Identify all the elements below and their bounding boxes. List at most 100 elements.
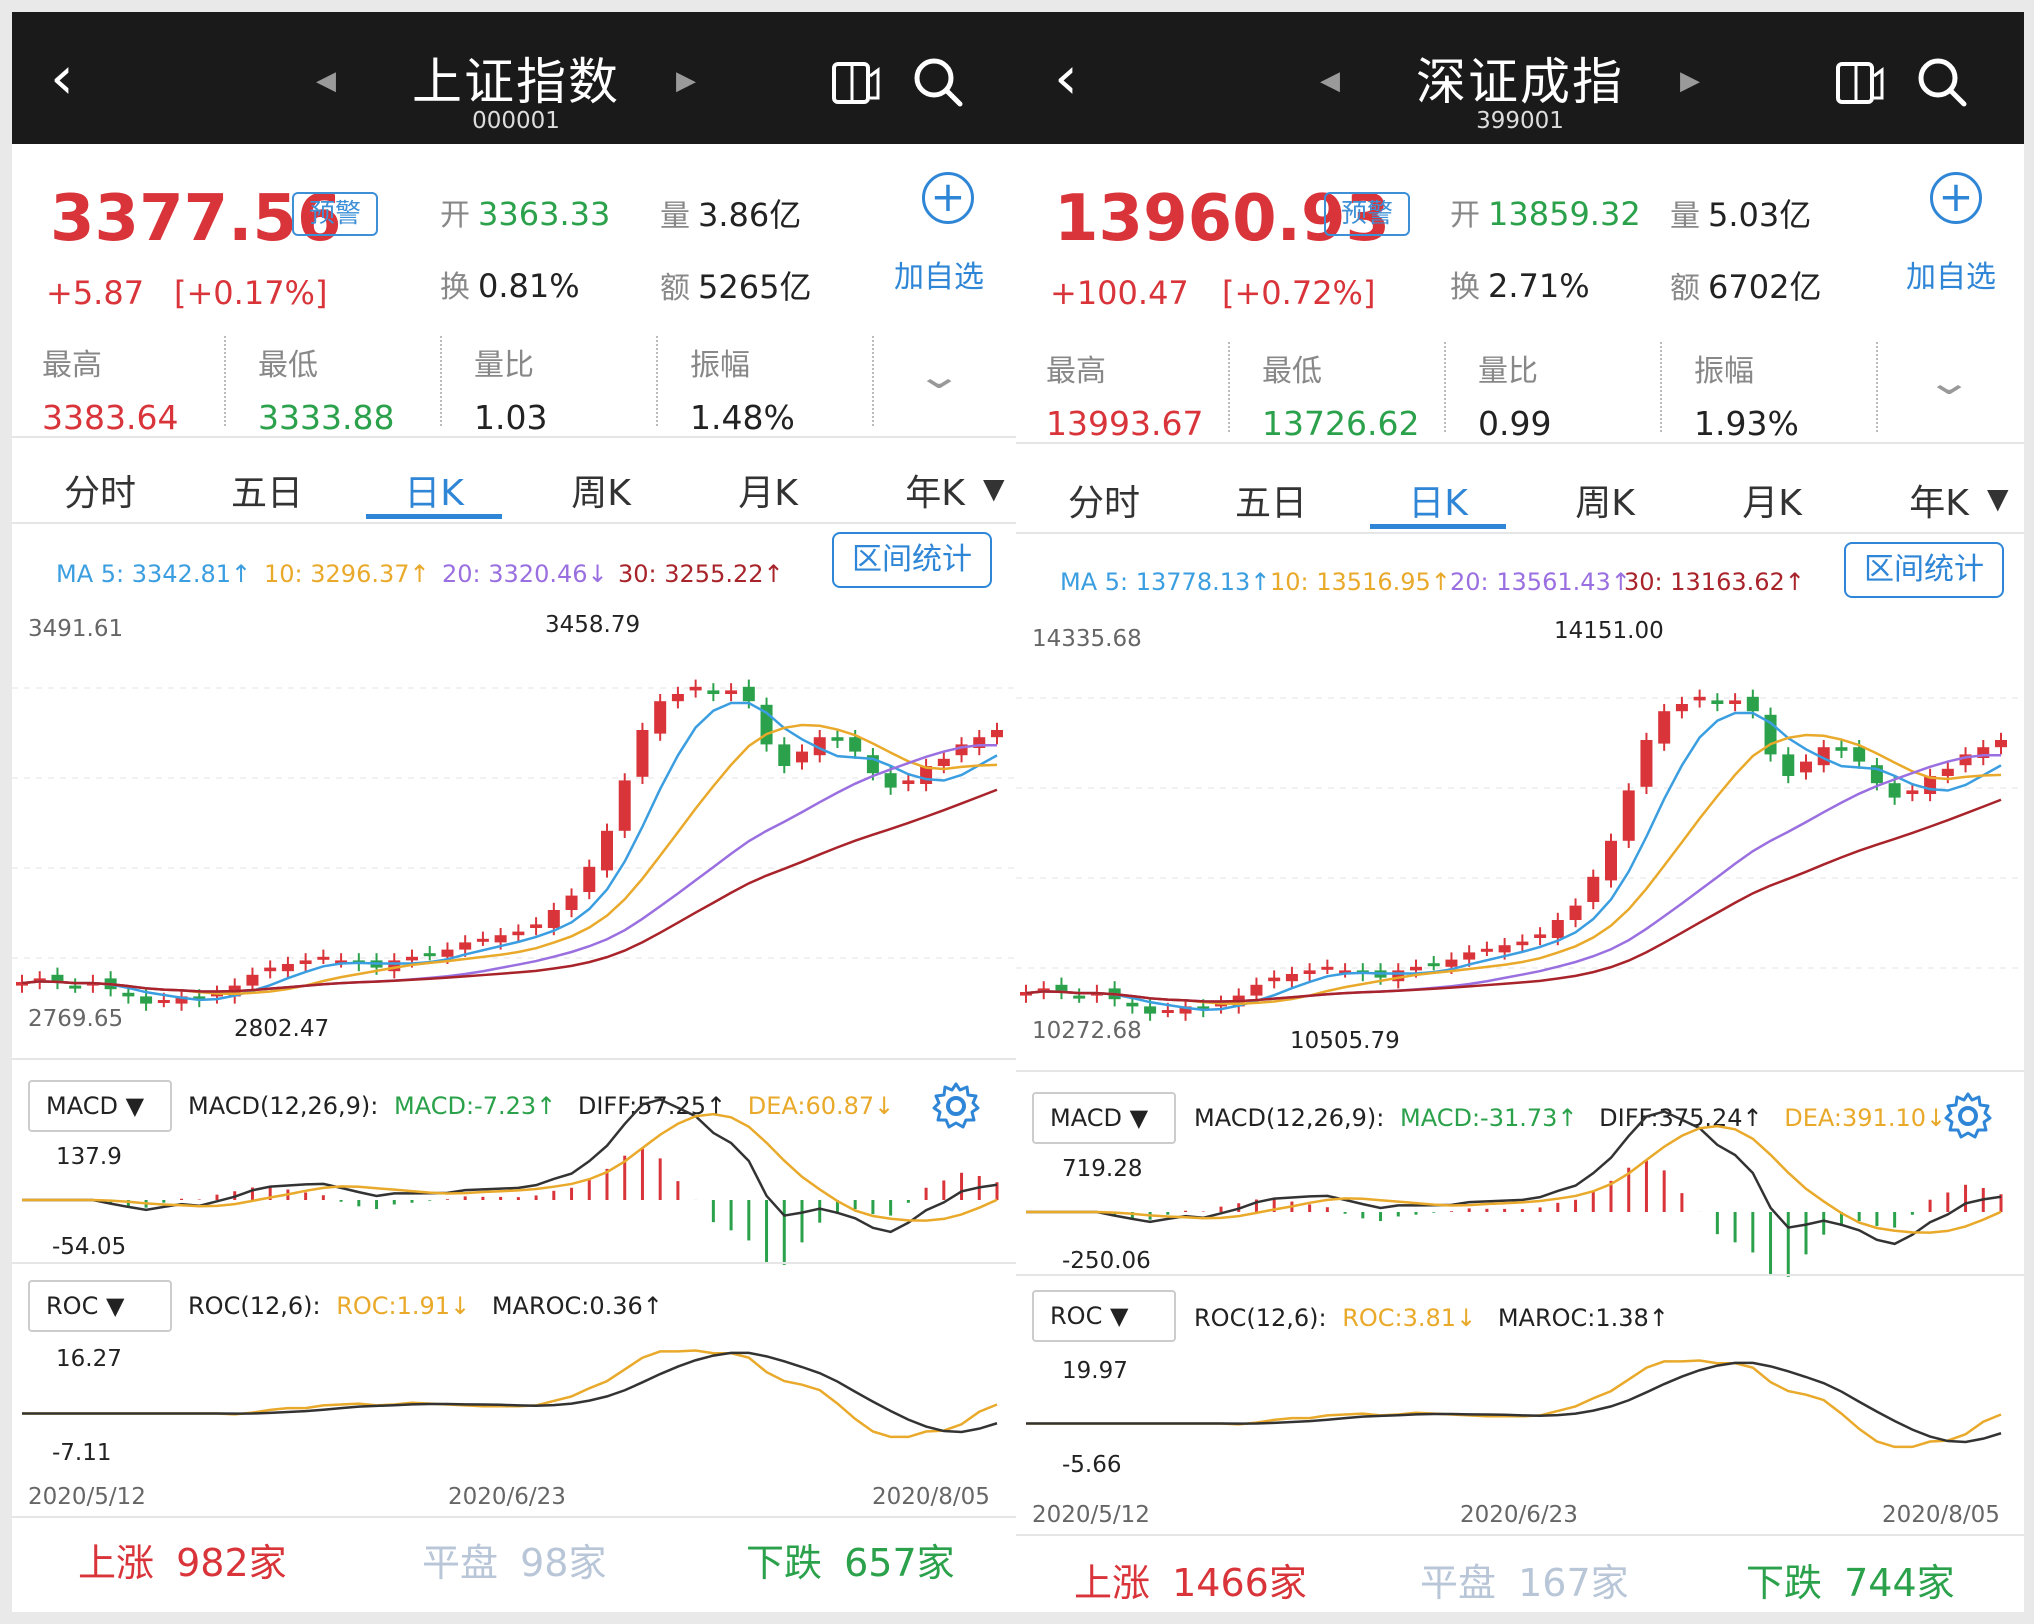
candle bbox=[299, 960, 312, 964]
roc-line bbox=[22, 1349, 998, 1439]
tab-1[interactable]: 五日 bbox=[1234, 483, 1307, 524]
candle bbox=[1498, 945, 1511, 953]
candle bbox=[16, 982, 28, 986]
expand-chevron-icon[interactable]: ⌄ bbox=[1924, 362, 1974, 403]
add-watchlist-button[interactable]: 加自选 bbox=[1906, 260, 1996, 295]
divider bbox=[1016, 1534, 2024, 1536]
range-stats-button[interactable]: 区间统计 bbox=[1844, 542, 2004, 598]
search-icon[interactable] bbox=[1914, 54, 1970, 110]
tab-4[interactable]: 月K bbox=[738, 473, 798, 514]
tab-5[interactable]: 年K bbox=[1909, 483, 1969, 524]
candle bbox=[849, 737, 862, 752]
next-index-icon[interactable]: ▶ bbox=[676, 66, 696, 96]
stat-label: 振幅 bbox=[1694, 354, 1754, 389]
roc-params: ROC(12,6): ROC:3.81↓ MAROC:1.38↑ bbox=[1194, 1304, 1669, 1332]
search-icon[interactable] bbox=[910, 54, 966, 110]
ma10-value: 10: 3296.37↑ bbox=[264, 560, 430, 588]
roc-chart[interactable] bbox=[1016, 1352, 2024, 1482]
candle bbox=[246, 974, 259, 986]
open-price: 开 13859.32 bbox=[1450, 195, 1641, 233]
tab-2[interactable]: 日K bbox=[1408, 483, 1468, 524]
landscape-toggle-icon[interactable] bbox=[1832, 54, 1888, 110]
stat-label: 最低 bbox=[258, 348, 318, 383]
divider bbox=[12, 522, 1020, 524]
macd-indicator-dropdown[interactable]: MACD ▼ bbox=[1032, 1092, 1176, 1144]
tab-0[interactable]: 分时 bbox=[63, 473, 136, 514]
stat-1: 最低 13726.62 bbox=[1262, 346, 1462, 443]
candle bbox=[441, 949, 454, 957]
settings-gear-icon[interactable] bbox=[930, 1080, 982, 1132]
tab-4[interactable]: 月K bbox=[1742, 483, 1802, 524]
price-alert-button[interactable]: 预警 bbox=[292, 192, 378, 236]
macd-chart[interactable] bbox=[12, 1098, 1020, 1265]
candle bbox=[1339, 970, 1352, 974]
candle bbox=[1144, 1006, 1157, 1014]
active-tab-indicator bbox=[1370, 524, 1506, 529]
candle bbox=[689, 686, 702, 691]
kline-chart[interactable] bbox=[1016, 608, 2024, 1058]
stat-value: 1.03 bbox=[474, 398, 548, 437]
candle bbox=[1516, 941, 1529, 946]
tab-1[interactable]: 五日 bbox=[230, 473, 303, 514]
kline-chart[interactable] bbox=[12, 598, 1020, 1048]
stat-1: 最低 3333.88 bbox=[258, 340, 458, 437]
candle bbox=[1746, 696, 1759, 712]
range-stats-button[interactable]: 区间统计 bbox=[832, 532, 992, 588]
expand-chevron-icon[interactable]: ⌄ bbox=[914, 356, 964, 397]
advancers: 上涨 1466家 bbox=[1074, 1561, 1307, 1605]
candle bbox=[459, 942, 472, 950]
stat-value: 0.99 bbox=[1478, 404, 1552, 443]
price-change-percent: [+0.72%] bbox=[1222, 274, 1376, 312]
back-arrow-icon[interactable]: ‹ bbox=[1054, 43, 1078, 113]
next-index-icon[interactable]: ▶ bbox=[1680, 66, 1700, 96]
open-price: 开 3363.33 bbox=[440, 195, 611, 233]
candle bbox=[565, 895, 578, 910]
divider bbox=[12, 1262, 1020, 1264]
macd-max: 137.9 bbox=[56, 1144, 122, 1170]
roc-line bbox=[1026, 1359, 2002, 1449]
candle bbox=[175, 996, 188, 1004]
maroc-line bbox=[22, 1351, 998, 1434]
date-mid: 2020/6/23 bbox=[1460, 1502, 1578, 1528]
roc-chart[interactable] bbox=[12, 1342, 1020, 1472]
candle bbox=[707, 690, 720, 694]
back-arrow-icon[interactable]: ‹ bbox=[50, 43, 74, 113]
candle bbox=[725, 690, 738, 694]
top-bar: ‹ ◀ 上证指数 000001 ▶ bbox=[12, 12, 1020, 144]
stat-label: 最低 bbox=[1262, 354, 1322, 389]
settings-gear-icon[interactable] bbox=[1942, 1090, 1994, 1142]
candle bbox=[671, 694, 684, 702]
candle bbox=[1427, 963, 1440, 967]
roc-indicator-dropdown[interactable]: ROC ▼ bbox=[1032, 1290, 1176, 1342]
add-watchlist-button[interactable]: 加自选 bbox=[894, 260, 984, 295]
year-k-dropdown-icon[interactable]: ▼ bbox=[1987, 482, 2009, 515]
divider bbox=[1016, 1070, 2024, 1072]
stat-value: 3383.64 bbox=[42, 398, 179, 437]
ma5-value: MA 5: 3342.81↑ bbox=[56, 560, 252, 588]
add-watchlist-icon[interactable]: + bbox=[922, 172, 974, 224]
candle bbox=[476, 938, 489, 942]
landscape-toggle-icon[interactable] bbox=[828, 54, 884, 110]
tab-3[interactable]: 周K bbox=[571, 473, 631, 514]
prev-index-icon[interactable]: ◀ bbox=[316, 66, 336, 96]
candle bbox=[1569, 905, 1582, 920]
date-mid: 2020/6/23 bbox=[448, 1484, 566, 1510]
tab-3[interactable]: 周K bbox=[1575, 483, 1635, 524]
macd-indicator-dropdown[interactable]: MACD ▼ bbox=[28, 1080, 172, 1132]
add-watchlist-icon[interactable]: + bbox=[1930, 172, 1982, 224]
top-bar: ‹ ◀ 深证成指 399001 ▶ bbox=[1016, 12, 2024, 144]
tab-2[interactable]: 日K bbox=[404, 473, 464, 514]
divider bbox=[1228, 342, 1230, 432]
tab-5[interactable]: 年K bbox=[905, 473, 965, 514]
candle bbox=[281, 964, 294, 972]
price-alert-button[interactable]: 预警 bbox=[1324, 192, 1410, 236]
divider bbox=[440, 336, 442, 426]
tab-0[interactable]: 分时 bbox=[1067, 483, 1140, 524]
candle bbox=[1782, 754, 1795, 776]
stat-value: 13993.67 bbox=[1046, 404, 1204, 443]
macd-chart[interactable] bbox=[1016, 1110, 2024, 1277]
roc-indicator-dropdown[interactable]: ROC ▼ bbox=[28, 1280, 172, 1332]
prev-index-icon[interactable]: ◀ bbox=[1320, 66, 1340, 96]
year-k-dropdown-icon[interactable]: ▼ bbox=[983, 472, 1005, 505]
price-change: +5.87 bbox=[46, 274, 145, 312]
